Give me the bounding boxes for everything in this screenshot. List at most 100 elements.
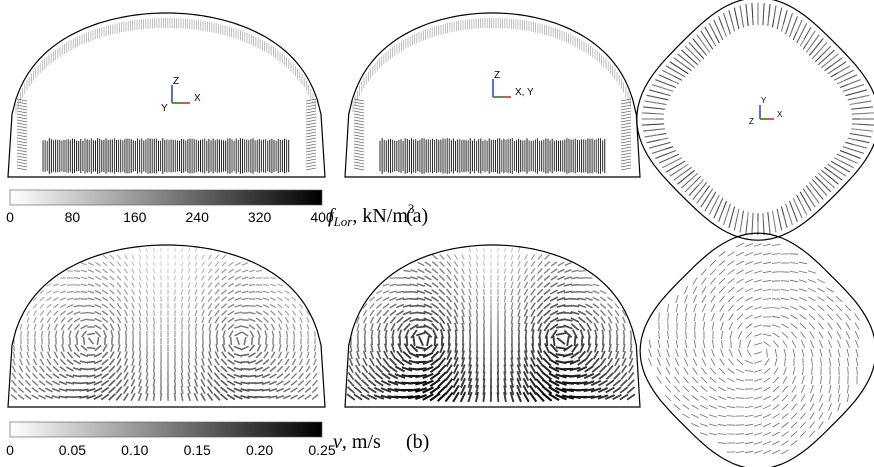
vector <box>675 367 679 374</box>
vector <box>161 393 162 401</box>
vector <box>827 305 833 311</box>
vector <box>208 269 211 274</box>
vector <box>202 351 204 358</box>
vector <box>740 340 741 348</box>
vector <box>791 332 796 338</box>
vector <box>404 324 410 331</box>
vector <box>410 284 418 286</box>
axis-label: Z <box>494 70 500 81</box>
vector <box>40 311 44 316</box>
vector <box>701 377 707 383</box>
vector <box>734 217 737 231</box>
vector <box>33 359 36 365</box>
vector <box>357 344 358 352</box>
vector <box>856 358 858 366</box>
vector <box>745 360 753 363</box>
vector <box>293 352 295 359</box>
vector <box>722 340 723 348</box>
vector <box>47 311 51 316</box>
vector <box>383 304 389 308</box>
vector <box>81 345 87 350</box>
vector <box>564 291 572 293</box>
vector <box>242 263 248 265</box>
vector <box>763 405 771 409</box>
vector <box>256 271 262 272</box>
vector <box>724 212 728 225</box>
vector <box>256 312 262 315</box>
vector <box>853 145 867 149</box>
vector <box>551 283 558 287</box>
vector <box>621 120 631 122</box>
vector <box>511 289 513 295</box>
vector <box>469 316 470 323</box>
vector <box>645 135 659 137</box>
vector <box>432 324 438 331</box>
vector <box>537 296 542 302</box>
vector <box>745 442 753 444</box>
vector <box>791 431 797 436</box>
vector <box>229 345 234 352</box>
vector <box>52 381 59 385</box>
vector <box>848 367 849 375</box>
vector <box>154 296 155 301</box>
vector <box>195 351 196 358</box>
vector <box>788 13 792 26</box>
vector <box>407 336 408 346</box>
vector <box>95 291 101 294</box>
vector <box>736 379 744 381</box>
vector <box>856 340 859 348</box>
vector <box>118 324 120 331</box>
vector <box>772 245 780 246</box>
vector <box>856 140 870 143</box>
vector <box>208 373 212 380</box>
vector <box>808 31 816 43</box>
vector <box>424 283 431 287</box>
vector <box>41 345 42 352</box>
vector <box>544 262 549 267</box>
vector <box>498 392 499 402</box>
vector <box>34 317 37 322</box>
vector <box>102 359 108 364</box>
vector <box>719 16 724 29</box>
vector <box>838 165 850 172</box>
vector <box>531 309 535 316</box>
vector <box>139 386 142 393</box>
vector <box>68 352 73 358</box>
vector <box>578 292 586 293</box>
vector <box>693 286 697 293</box>
vector <box>306 108 316 110</box>
vector <box>88 270 94 273</box>
vector <box>94 353 101 357</box>
vector <box>377 317 381 324</box>
vector <box>298 395 305 399</box>
vector <box>126 331 127 338</box>
vector <box>736 270 743 274</box>
vector <box>754 271 762 273</box>
colorbar-tick-label: 240 <box>186 209 210 225</box>
vector <box>738 331 742 339</box>
vector <box>364 317 367 323</box>
vector <box>215 366 220 373</box>
panel-label: (a) <box>406 205 428 227</box>
vector <box>202 255 204 259</box>
vector <box>371 330 372 338</box>
vector <box>692 396 699 401</box>
vector <box>40 291 45 294</box>
vector <box>132 276 134 281</box>
vector <box>800 202 806 215</box>
vector <box>827 288 834 293</box>
vector <box>202 317 204 323</box>
vector <box>484 268 485 273</box>
vector <box>754 370 762 372</box>
vector <box>215 269 219 273</box>
vector <box>241 326 248 328</box>
vector <box>754 334 762 336</box>
vector <box>779 217 782 231</box>
vector <box>719 368 725 374</box>
vector <box>774 6 776 20</box>
vector <box>847 340 850 348</box>
vector <box>683 395 689 400</box>
vector <box>779 8 782 22</box>
vector <box>728 278 735 283</box>
vector <box>630 344 631 352</box>
